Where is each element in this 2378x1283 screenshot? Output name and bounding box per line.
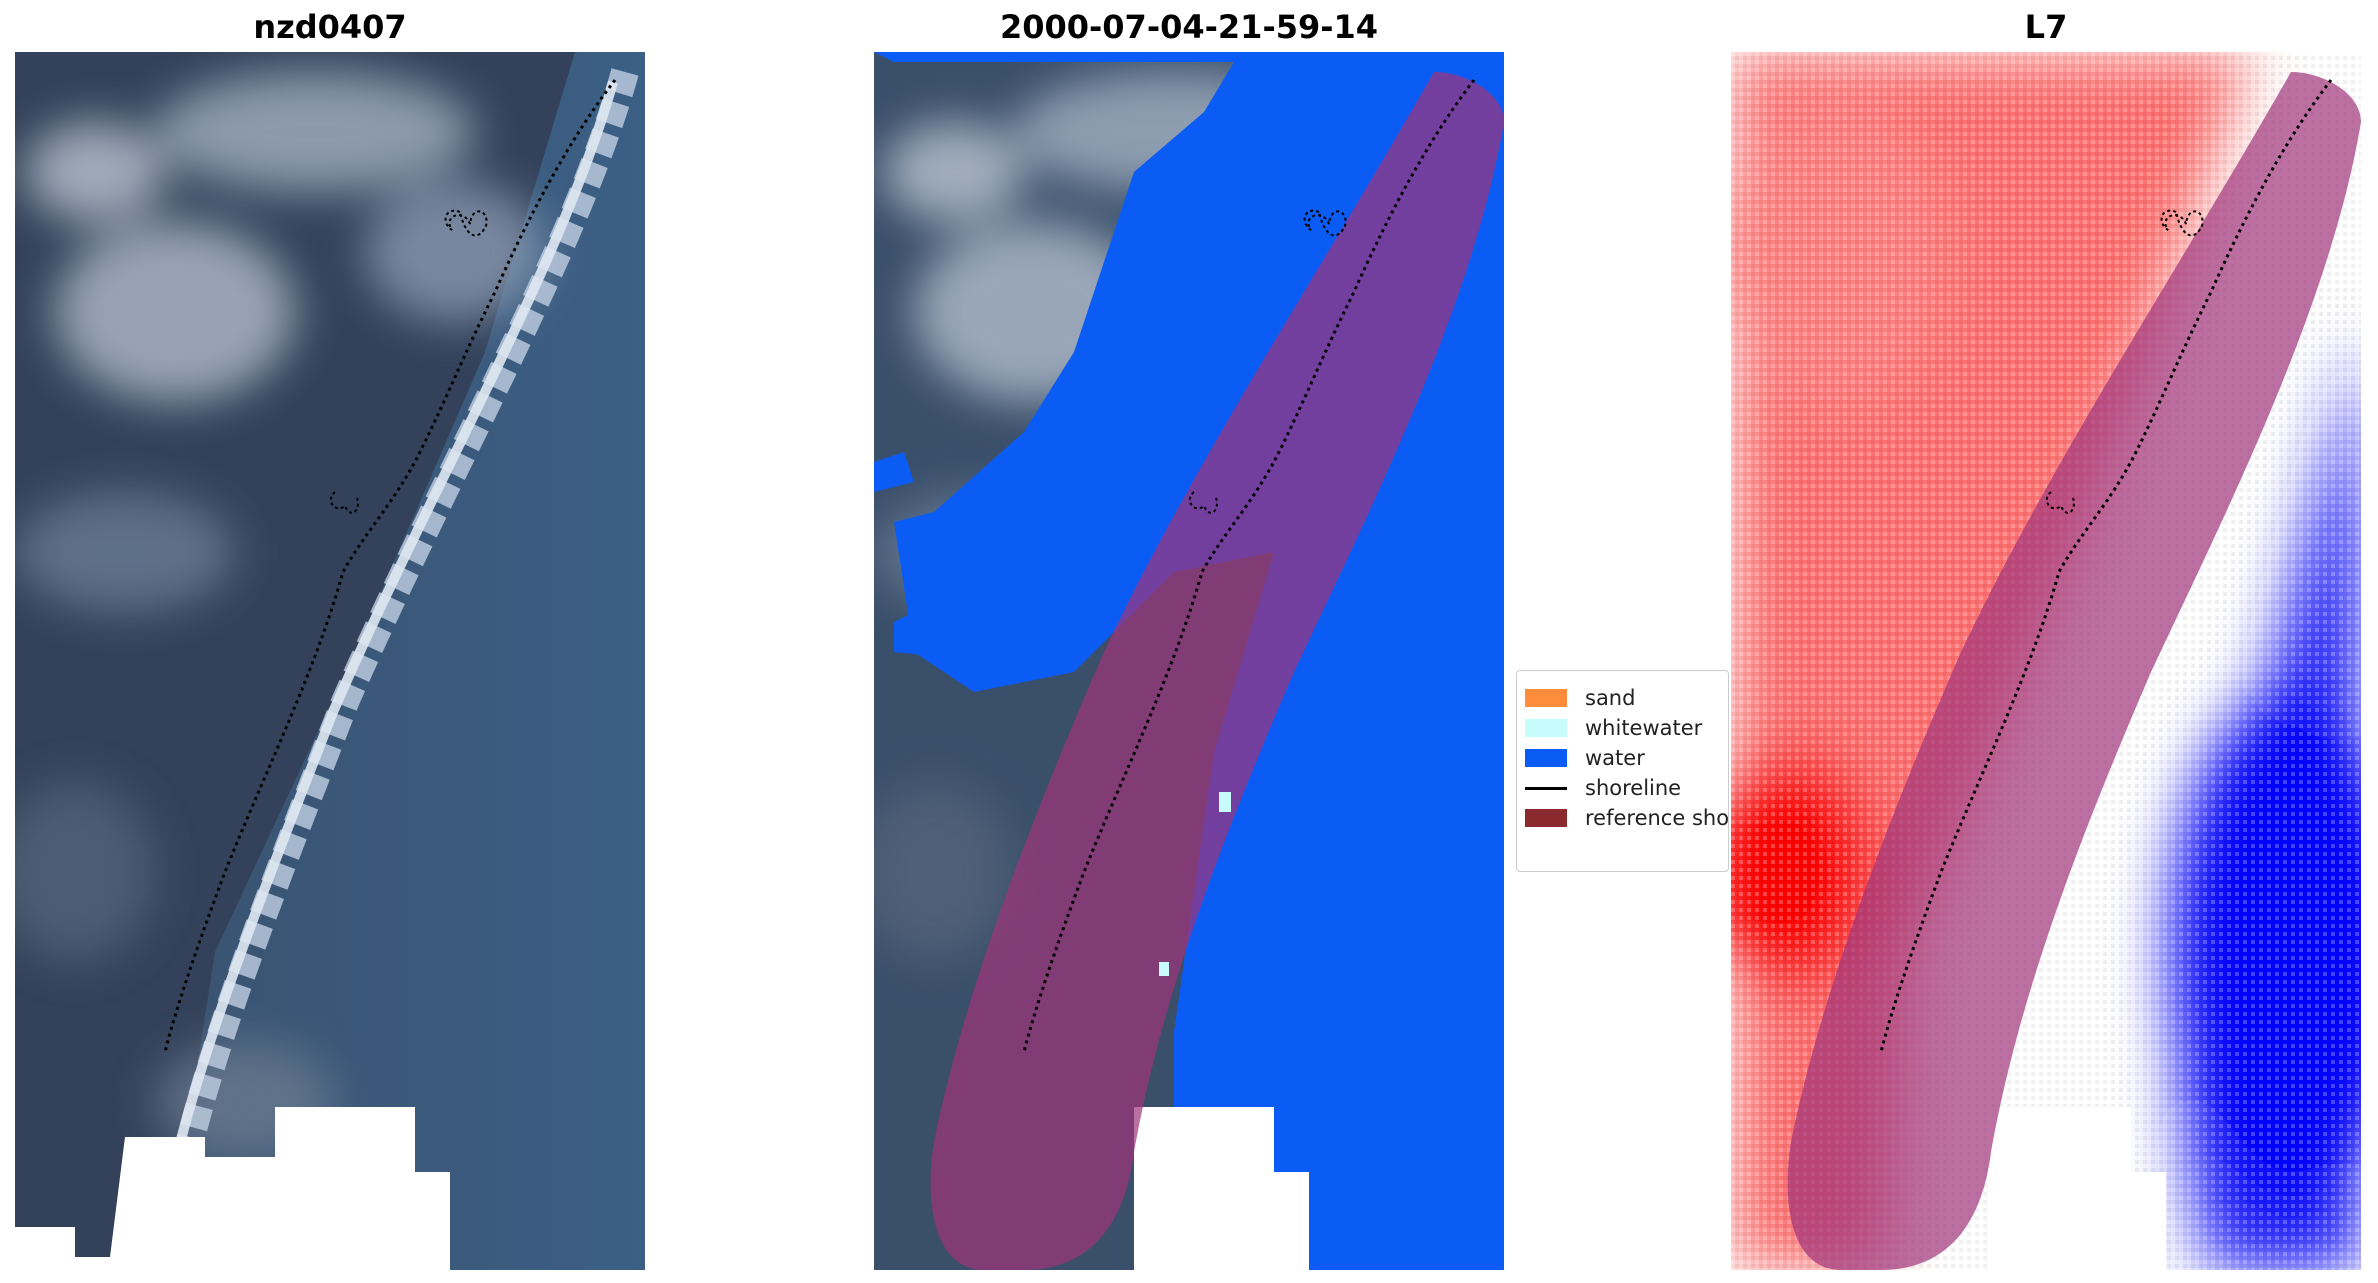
legend-label: reference shoreline buffer [1585, 806, 1729, 830]
reference-shoreline-buffer [930, 72, 1504, 1270]
reference-shoreline-swatch [1525, 809, 1567, 827]
shoreline-line [1022, 79, 1476, 1053]
sand-swatch [1525, 689, 1567, 707]
reference-shoreline-buffer [1787, 72, 2361, 1270]
shoreline-line-swatch [1525, 786, 1567, 790]
legend-label: sand [1585, 686, 1636, 710]
legend-label: shoreline [1585, 776, 1682, 800]
classified-image-panel [874, 52, 1504, 1270]
legend: sand whitewater water shoreline referenc… [1516, 670, 1729, 872]
shoreline-line [163, 79, 617, 1053]
legend-item-shoreline: shoreline [1525, 775, 1681, 801]
panel-title-classified: 2000-07-04-21-59-14 [999, 8, 1379, 46]
index-image-panel [1731, 52, 2361, 1270]
whitewater-swatch [1525, 719, 1567, 737]
panel-title-index: L7 [2024, 8, 2068, 46]
legend-item-water: water [1525, 745, 1645, 771]
legend-label: whitewater [1585, 716, 1703, 740]
legend-item-sand: sand [1525, 685, 1635, 711]
rgb-image-panel [15, 52, 645, 1270]
water-swatch [1525, 749, 1567, 767]
shoreline-line [1879, 79, 2333, 1053]
legend-item-whitewater: whitewater [1525, 715, 1702, 741]
rgb-satellite-image [15, 52, 645, 1270]
legend-label: water [1585, 746, 1645, 770]
water-index-image [1731, 52, 2361, 1270]
legend-item-reference-shoreline: reference shoreline buffer [1525, 805, 1729, 831]
panel-title-rgb: nzd0407 [253, 8, 407, 46]
classified-image [874, 52, 1504, 1270]
